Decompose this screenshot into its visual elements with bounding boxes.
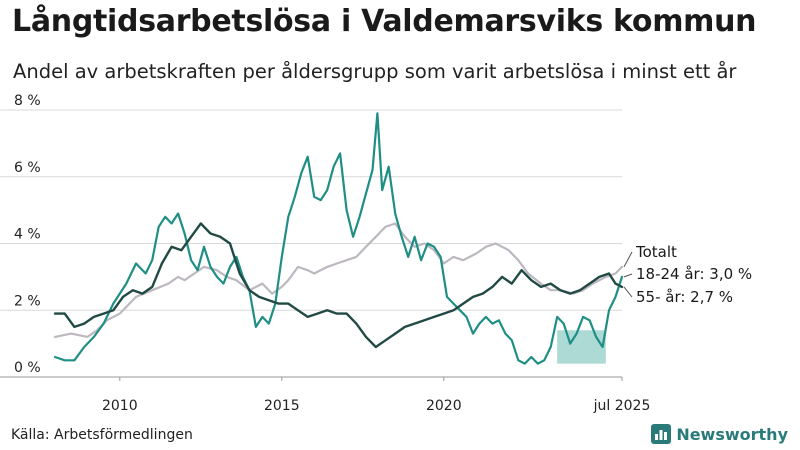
uncertainty-band-18-24 xyxy=(557,330,606,364)
axis-layer: 0 % 2 % 4 % 6 % 8 % 2010 2015 2020 jul 2025 xyxy=(14,93,650,414)
line-chart: 0 % 2 % 4 % 6 % 8 % 2010 2015 2020 jul 2025 Tota… xyxy=(0,93,752,414)
bar-chart-icon xyxy=(651,424,672,444)
x-tick-label: 2015 xyxy=(264,398,300,414)
leader-line-totalt xyxy=(623,251,633,268)
y-tick-label: 2 % xyxy=(14,293,41,309)
x-tick-label: jul 2025 xyxy=(593,398,651,414)
series-label-age_55: 55- år: 2,7 % xyxy=(636,288,733,306)
y-tick-label: 8 % xyxy=(14,93,41,109)
chart-title: Långtidsarbetslösa i Valdemarsviks kommu… xyxy=(12,4,757,39)
series-label-totalt: Totalt xyxy=(635,243,677,261)
series-line-totalt xyxy=(53,222,624,338)
brand-logo[interactable]: Newsworthy xyxy=(651,424,788,444)
series-line-age_18_24 xyxy=(53,112,624,365)
series-label-age_18_24: 18-24 år: 3,0 % xyxy=(636,265,752,283)
leader-line-age_55 xyxy=(623,286,633,298)
source-note: Källa: Arbetsförmedlingen xyxy=(11,427,193,443)
series-line-age_55 xyxy=(53,222,624,349)
leader-line-age_18_24 xyxy=(623,273,633,278)
chart-subtitle: Andel av arbetskraften per åldersgrupp s… xyxy=(13,60,737,83)
x-tick-label: 2010 xyxy=(102,398,138,414)
y-tick-label: 4 % xyxy=(14,227,41,243)
grid-layer xyxy=(0,109,622,378)
y-tick-label: 6 % xyxy=(14,160,41,176)
brand-name: Newsworthy xyxy=(676,424,788,444)
band-layer xyxy=(557,330,606,364)
y-tick-label: 0 % xyxy=(14,360,41,376)
label-layer: Totalt 18-24 år: 3,0 % 55- år: 2,7 % xyxy=(623,243,752,306)
x-tick-label: 2020 xyxy=(426,398,462,414)
series-layer xyxy=(53,112,624,365)
